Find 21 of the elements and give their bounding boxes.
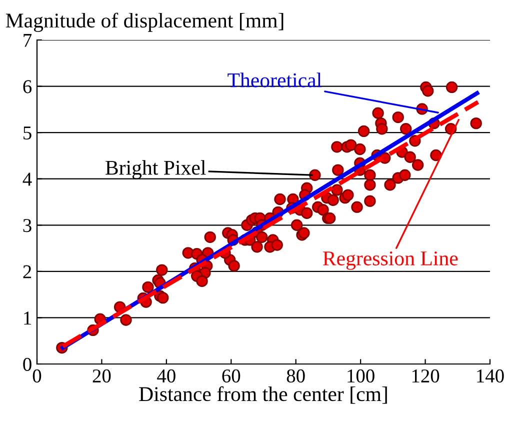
annotation: Bright Pixel [106, 160, 206, 180]
x-tick-label: 140 [477, 369, 504, 383]
y-tick-label: 1 [24, 312, 31, 324]
annotation: Regression Line [322, 251, 458, 270]
x-tick-label: 0 [32, 369, 42, 383]
x-tick-label: 40 [157, 369, 176, 383]
x-tick-label: 120 [412, 369, 440, 383]
y-tick-label: 2 [23, 265, 32, 278]
y-tick-label: 3 [23, 219, 32, 232]
x-tick-label: 20 [92, 369, 111, 383]
x-tick-label: 80 [286, 369, 305, 383]
y-axis-title: Magnitude of displacement [mm] [6, 12, 284, 32]
x-axis-title: Distance from the center [cm] [139, 386, 387, 404]
y-tick-label: 4 [22, 172, 32, 186]
y-tick-label: 7 [24, 34, 32, 47]
y-tick-label: 5 [24, 126, 32, 140]
x-tick-label: 100 [348, 369, 374, 383]
x-tick-label: 60 [222, 369, 240, 383]
y-tick-label: 0 [23, 358, 32, 371]
y-tick-label: 6 [23, 80, 32, 94]
annotation: Theoretical [228, 72, 322, 88]
